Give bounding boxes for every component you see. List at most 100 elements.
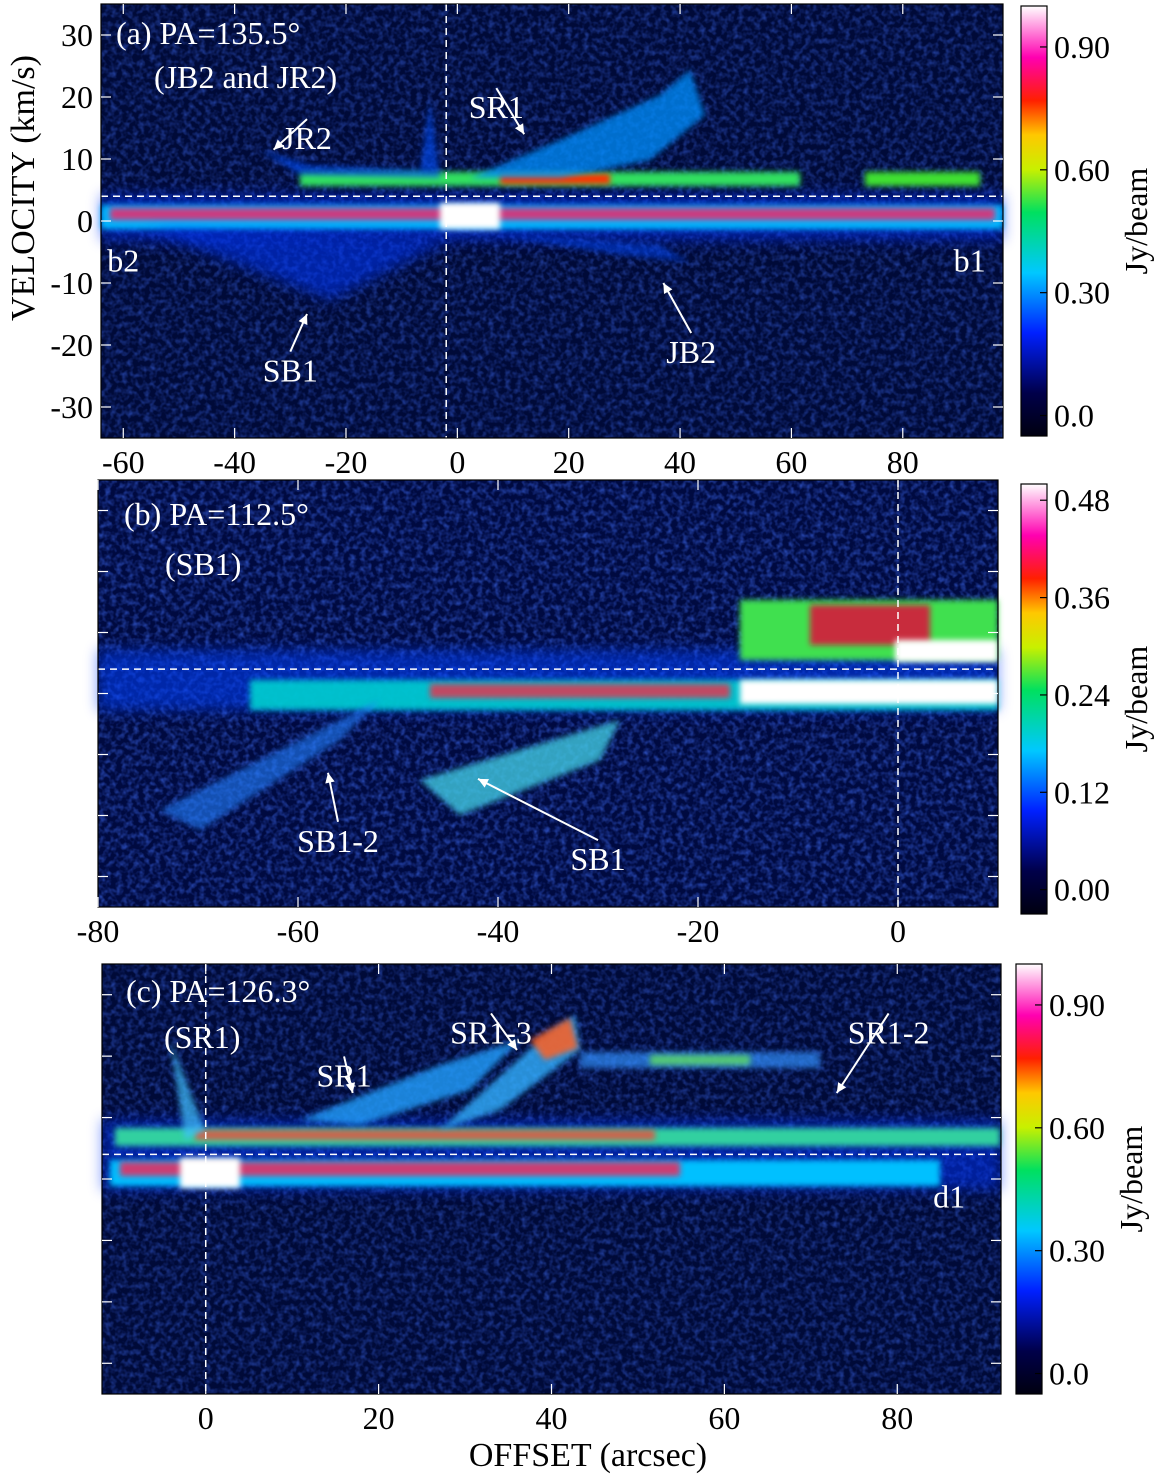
- y-tick-label: 30: [61, 17, 93, 53]
- annotation-label: SB1: [263, 353, 318, 389]
- x-tick-label: 80: [887, 444, 919, 480]
- panel-b-axes: -80 -60 -40 -20 0 (b) PA=112.5° (SB1) SB1-2 SB1: [77, 479, 999, 949]
- panel-a-red-band-right: [865, 172, 980, 186]
- panel-a-emission: [101, 70, 1003, 300]
- y-tick-label: -20: [50, 327, 93, 363]
- colorbar-label: Jy/beam: [1118, 646, 1154, 753]
- panel-a-axes: -60 -40 -20 0 20 40 60 80 -30 -20 -10 0 10 20 30 (a) PA…: [50, 3, 1004, 480]
- x-tick-label: 40: [536, 1400, 568, 1436]
- x-tick-label: 60: [708, 1400, 740, 1436]
- annotation-label: b2: [107, 242, 139, 278]
- panel-a-sr1-feature: [470, 70, 705, 178]
- panel-c-sr1-feature: [300, 1040, 520, 1125]
- panel-c-colorbar: 0.0 0.30 0.60 0.90 Jy/beam: [1015, 963, 1149, 1395]
- colorbar-tick-label: 0.0: [1049, 1356, 1089, 1392]
- colorbar-tick-label: 0.60: [1054, 152, 1110, 188]
- colorbar-tick-label: 0.30: [1054, 275, 1110, 311]
- y-tick-label: 20: [61, 79, 93, 115]
- annotation-arrow: [835, 1012, 890, 1094]
- annotation-label: SR1-3: [450, 1014, 532, 1050]
- panel-c-subtitle: (SR1): [164, 1019, 240, 1055]
- x-axis-label: OFFSET (arcsec): [469, 1437, 707, 1474]
- panel-a-subtitle: (JB2 and JR2): [154, 59, 337, 95]
- panel-b-sb1-2-feature: [160, 700, 380, 830]
- panel-a-title: (a) PA=135.5°: [116, 15, 300, 51]
- colorbar-scale: [1015, 963, 1043, 1395]
- panel-b-main-band-peak: [740, 680, 998, 704]
- panel-b-emission: [98, 600, 998, 830]
- panel-a: -60 -40 -20 0 20 40 60 80 -30 -20 -10 0 10 20 30 (a) PA…: [50, 3, 1154, 480]
- panel-b-main-band-core: [430, 684, 730, 698]
- y-tick-label: -30: [50, 389, 93, 425]
- colorbar-tick-label: 0.30: [1049, 1233, 1105, 1269]
- x-tick-label: -20: [325, 444, 368, 480]
- panel-a-colorbar: 0.0 0.30 0.60 0.90 Jy/beam: [1020, 5, 1154, 437]
- x-tick-label: 40: [664, 444, 696, 480]
- x-tick-label: -60: [277, 913, 320, 949]
- y-axis-label: VELOCITY (km/s): [5, 55, 42, 321]
- annotation-label: SB1-2: [297, 823, 379, 859]
- panel-a-jr2-feature: [260, 100, 440, 178]
- panel-c-red-band-core: [195, 1130, 655, 1140]
- panel-a-jb2-feature: [500, 235, 690, 262]
- panel-c-sr1-2-core: [650, 1055, 750, 1065]
- panel-c: 0 20 40 60 80 (c) PA=126.3° (SR1) SR1 SR1-3 SR1-2…: [101, 963, 1149, 1436]
- x-tick-label: -40: [213, 444, 256, 480]
- annotation-arrowhead: [507, 1039, 517, 1050]
- annotation-arrowhead: [478, 778, 489, 788]
- annotation-label: JB2: [666, 334, 716, 370]
- colorbar-scale: [1020, 5, 1048, 437]
- panel-c-wing: [170, 1040, 205, 1140]
- x-tick-label: -40: [477, 913, 520, 949]
- panel-c-title: (c) PA=126.3°: [126, 973, 310, 1009]
- panel-b-sb1-feature: [420, 720, 620, 815]
- y-tick-label: -10: [50, 265, 93, 301]
- y-tick-label: 0: [77, 203, 93, 239]
- x-tick-label: 0: [890, 913, 906, 949]
- panel-b-subtitle: (SB1): [165, 546, 241, 582]
- y-tick-label: 10: [61, 141, 93, 177]
- annotation-arrowhead: [273, 139, 285, 150]
- panel-a-red-band-core: [500, 174, 610, 184]
- x-tick-label: -60: [102, 444, 145, 480]
- x-tick-label: 20: [363, 1400, 395, 1436]
- colorbar-tick-label: 0.48: [1054, 482, 1110, 518]
- x-tick-label: -20: [677, 913, 720, 949]
- annotation-arrowhead: [663, 283, 673, 294]
- panel-b-red-band-core: [810, 605, 930, 645]
- colorbar-tick-label: 0.90: [1049, 987, 1105, 1023]
- colorbar-tick-label: 0.12: [1054, 774, 1110, 810]
- colorbar-tick-label: 0.0: [1054, 398, 1094, 434]
- colorbar-tick-label: 0.24: [1054, 677, 1110, 713]
- x-tick-label: 20: [553, 444, 585, 480]
- annotation-arrowhead: [514, 123, 525, 135]
- panel-a-sb1-feature: [150, 230, 450, 300]
- panel-c-blue-band-peak: [180, 1158, 240, 1188]
- panel-a-main-band-peak: [440, 203, 500, 229]
- annotation-arrowhead: [836, 1082, 847, 1093]
- annotation-label: SR1-2: [848, 1014, 930, 1050]
- panel-c-axes: 0 20 40 60 80 (c) PA=126.3° (SR1) SR1 SR1-3 SR1-2…: [101, 963, 1002, 1436]
- colorbar-tick-label: 0.90: [1054, 29, 1110, 65]
- x-tick-label: 0: [198, 1400, 214, 1436]
- colorbar-label: Jy/beam: [1113, 1126, 1149, 1233]
- panel-b-colorbar: 0.00 0.12 0.24 0.36 0.48 Jy/beam: [1020, 482, 1154, 915]
- colorbar-tick-label: 0.36: [1054, 580, 1110, 616]
- x-tick-label: 80: [881, 1400, 913, 1436]
- annotation-label: SB1: [570, 841, 625, 877]
- annotation-arrowhead: [298, 314, 308, 325]
- colorbar-label: Jy/beam: [1118, 168, 1154, 275]
- panel-c-sr1-3-peak: [530, 1018, 578, 1060]
- panel-b-title: (b) PA=112.5°: [124, 496, 309, 532]
- colorbar-tick-label: 0.60: [1049, 1110, 1105, 1146]
- x-tick-label: -80: [77, 913, 120, 949]
- panel-c-blue-band-core: [120, 1162, 680, 1176]
- annotation-arrowhead: [325, 772, 335, 784]
- x-tick-label: 0: [449, 444, 465, 480]
- panel-b-red-band-peak: [895, 640, 998, 662]
- panel-b: -80 -60 -40 -20 0(b) PA=112.5°(SB1)SB1-2SB1 …: [77, 479, 1154, 949]
- colorbar-tick-label: 0.00: [1054, 872, 1110, 908]
- x-tick-label: 60: [775, 444, 807, 480]
- colorbar-scale: [1020, 483, 1048, 915]
